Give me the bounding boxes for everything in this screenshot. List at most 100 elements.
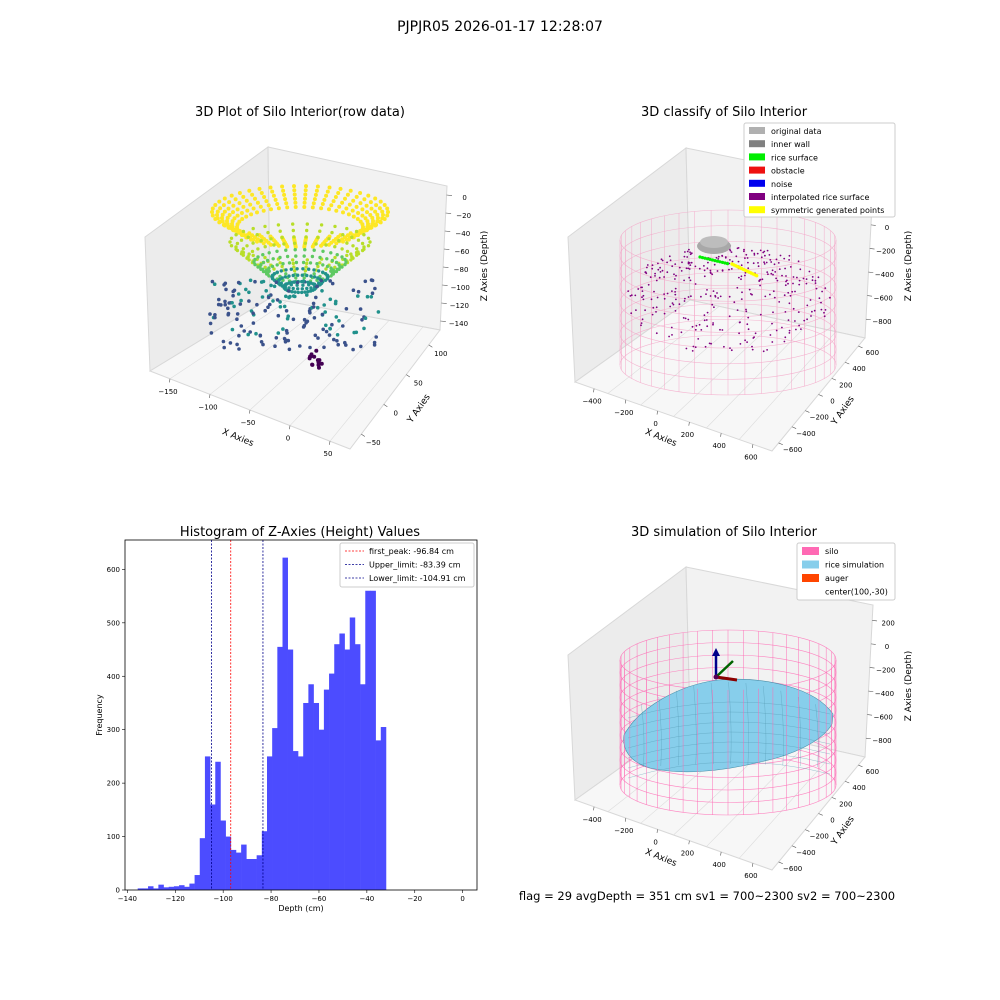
raw-point xyxy=(258,334,263,338)
classify-legend-label: interpolated rice surface xyxy=(771,193,869,202)
raw-point xyxy=(344,343,348,347)
raw-point xyxy=(261,208,266,213)
classify-interp-point xyxy=(683,300,686,302)
raw-point xyxy=(354,194,359,199)
raw-point xyxy=(303,241,308,245)
raw-z-tick-mark xyxy=(444,230,451,232)
classify-interp-point xyxy=(747,267,750,270)
raw-point xyxy=(225,222,230,227)
raw-point xyxy=(222,283,226,287)
raw-point xyxy=(355,247,359,251)
raw-point xyxy=(346,237,351,242)
raw-point xyxy=(302,205,307,209)
classify-interp-point xyxy=(703,275,706,278)
raw-point xyxy=(305,286,309,291)
classify-interp-point xyxy=(766,349,768,351)
raw-point xyxy=(280,184,285,189)
raw-point xyxy=(349,258,353,262)
classify-interp-point xyxy=(683,255,686,258)
classify-interp-point xyxy=(713,306,715,309)
simulation-y-tick-label: −600 xyxy=(783,865,802,873)
classify-rice-surface-point xyxy=(723,261,727,265)
histogram-bars xyxy=(137,557,387,890)
classify-legend-swatch xyxy=(749,193,765,200)
raw-point xyxy=(248,202,253,207)
classify-interp-point xyxy=(770,272,773,275)
histogram-bar xyxy=(230,849,237,890)
classify-interp-point xyxy=(767,273,769,276)
histogram-bar xyxy=(204,756,211,890)
raw-point xyxy=(287,295,291,300)
raw-point xyxy=(316,235,320,240)
raw-point xyxy=(255,210,259,215)
raw-z-axis-label: Z Axies (Depth) xyxy=(480,231,490,302)
raw-point xyxy=(237,219,242,224)
histogram-bar xyxy=(287,649,294,890)
classify-interp-point xyxy=(788,259,790,261)
classify-interp-point xyxy=(634,294,637,297)
histogram-bar xyxy=(256,855,263,890)
raw-point xyxy=(303,269,308,273)
classify-interp-point xyxy=(800,328,802,330)
raw-point xyxy=(228,341,233,345)
classify-interp-point xyxy=(798,283,801,286)
classify-x-tick-label: 200 xyxy=(681,431,694,439)
raw-point xyxy=(333,265,337,269)
classify-interp-point xyxy=(751,348,754,351)
classify-interp-point xyxy=(821,290,823,293)
classify-interp-point xyxy=(688,276,691,279)
raw-point xyxy=(328,279,333,283)
classify-interp-point xyxy=(779,254,782,257)
raw-point xyxy=(343,257,347,262)
raw-point xyxy=(222,196,227,201)
classify-y-tick-mark xyxy=(778,442,783,446)
raw-point xyxy=(313,192,318,197)
classify-interp-point xyxy=(687,318,690,321)
raw-x-tick-mark xyxy=(289,425,291,430)
simulation-title: 3D simulation of Silo Interior xyxy=(631,525,818,540)
classify-interp-point xyxy=(794,320,796,322)
histogram-bar xyxy=(370,590,376,890)
classify-interp-point xyxy=(783,257,786,260)
classify-interp-point xyxy=(792,276,795,278)
raw-point xyxy=(373,209,378,214)
raw-point xyxy=(258,204,263,209)
raw-point xyxy=(241,194,246,199)
histogram-bar xyxy=(194,875,201,890)
raw-point xyxy=(380,216,385,221)
raw-point xyxy=(302,276,306,280)
raw-point xyxy=(281,327,285,331)
histogram-bar xyxy=(349,617,356,890)
raw-point xyxy=(229,236,234,240)
classify-interp-point xyxy=(688,262,691,264)
classify-interp-point xyxy=(788,329,791,332)
raw-point xyxy=(215,213,219,217)
classify-interp-point xyxy=(811,310,813,313)
raw-point xyxy=(263,224,267,229)
raw-point xyxy=(330,322,334,327)
raw-point xyxy=(272,272,277,276)
classify-interp-point xyxy=(709,269,712,272)
raw-point xyxy=(296,287,300,291)
classify-interp-point xyxy=(714,295,717,298)
classify-interp-point xyxy=(805,282,808,285)
histogram-bar xyxy=(277,646,283,890)
classify-interp-point xyxy=(761,278,764,281)
classify-rice-surface-point xyxy=(703,256,707,260)
raw-point xyxy=(253,262,257,267)
raw-z-tick-label: −20 xyxy=(456,212,471,220)
raw-point xyxy=(335,333,340,337)
classify-interp-point xyxy=(698,323,701,326)
classify-interp-point xyxy=(675,298,677,301)
classify-interp-point xyxy=(738,332,740,335)
classify-interp-point xyxy=(735,255,738,258)
raw-point xyxy=(213,313,217,317)
simulation-x-tick-mark xyxy=(624,818,627,822)
raw-point xyxy=(323,310,328,314)
classify-interp-point xyxy=(740,264,743,267)
simulation-y-tick-label: −200 xyxy=(810,833,829,841)
raw-point xyxy=(333,245,337,249)
classify-legend: original data inner wall rice surface obsta… xyxy=(743,122,896,218)
histogram-panel: Histogram of Z-Axies (Height) Values −14… xyxy=(95,525,478,913)
classify-interp-point xyxy=(730,251,733,254)
